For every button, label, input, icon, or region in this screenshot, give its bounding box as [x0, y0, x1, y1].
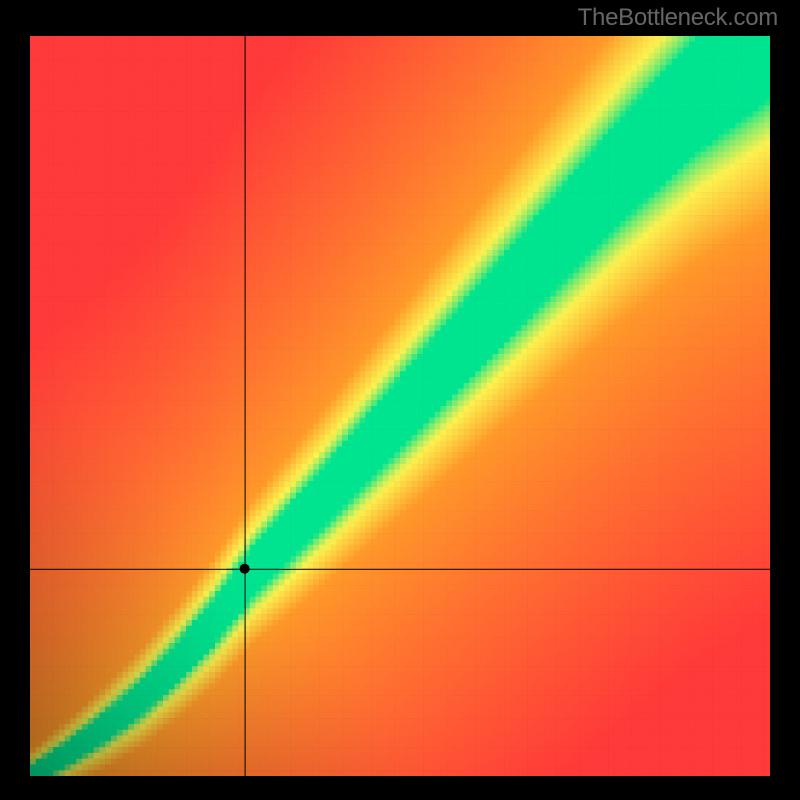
watermark-label: TheBottleneck.com [578, 4, 778, 32]
bottleneck-heatmap [30, 36, 770, 776]
plot-area [30, 36, 770, 776]
chart-container: TheBottleneck.com [0, 0, 800, 800]
